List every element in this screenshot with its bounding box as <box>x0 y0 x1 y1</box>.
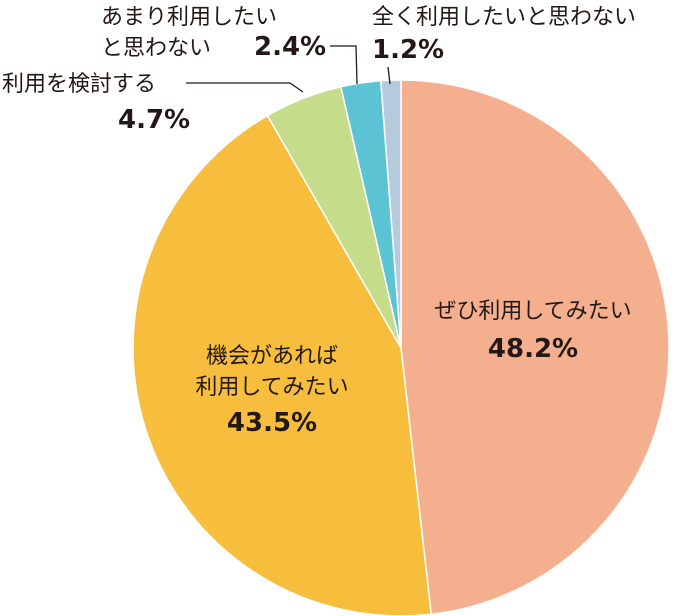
slice-value-label-3: 2.4% <box>254 32 326 62</box>
pie-slice-0 <box>400 79 670 616</box>
slice-label-2: 利用を検討する <box>2 72 156 97</box>
pie-slice-1 <box>132 114 433 616</box>
slice-label-0: ぜひ利用してみたい <box>434 299 631 324</box>
slice-value-label-0: 48.2% <box>488 334 578 364</box>
slice-label-1-line-2: 利用してみたい <box>195 375 348 400</box>
slice-value-label-1: 43.5% <box>227 408 317 438</box>
slice-labels: ぜひ利用してみたい 48.2% 機会があれば 利用してみたい 43.5% 利用を… <box>2 5 636 438</box>
slice-label-4: 全く利用したいと思わない <box>372 5 636 30</box>
leader-line-slice-4 <box>387 66 391 85</box>
slice-label-3-line-2: と思わない <box>101 36 211 61</box>
leader-line-slice-3 <box>330 45 358 85</box>
leader-line-slice-2 <box>186 82 304 93</box>
pie-slices <box>132 79 670 616</box>
slice-value-label-4: 1.2% <box>372 35 444 65</box>
slice-value-label-2: 4.7% <box>118 105 190 135</box>
leader-lines <box>186 45 391 93</box>
slice-label-1-line-1: 機会があれば <box>206 344 338 369</box>
pie-slice-4 <box>380 79 402 349</box>
slice-label-3-line-1: あまり利用したい <box>101 5 277 30</box>
